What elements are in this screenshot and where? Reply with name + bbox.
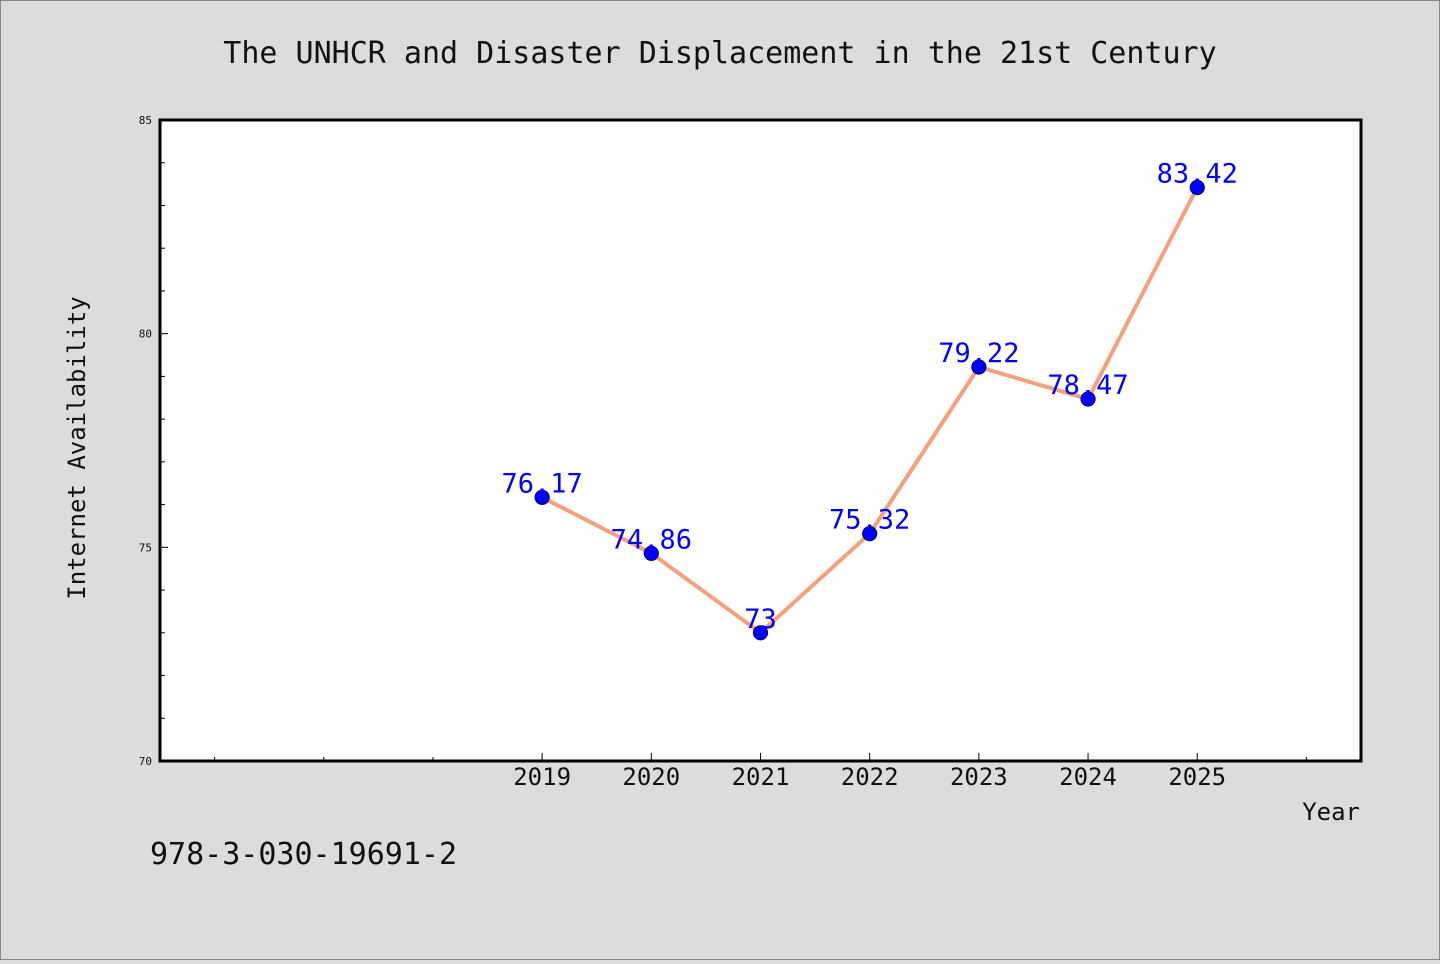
x-axis-ticks: 2019 2020 2021 2022 2023 2024 2025	[513, 753, 1226, 791]
isbn-annotation: 978-3-030-19691-2	[150, 837, 457, 872]
data-label: 83.42	[1157, 159, 1238, 190]
data-point	[862, 526, 878, 542]
data-point	[643, 545, 659, 561]
data-point	[1080, 391, 1096, 407]
y-axis-label: Internet Availability	[63, 296, 91, 599]
x-axis-label: Year	[1302, 798, 1360, 826]
y-tick-label: 70	[139, 755, 152, 768]
data-label: 75.32	[829, 505, 910, 536]
y-tick-label: 80	[139, 328, 152, 341]
x-tick-label: 2023	[950, 763, 1008, 791]
x-tick-label: 2024	[1059, 763, 1117, 791]
x-tick-label: 2021	[732, 763, 790, 791]
data-labels: 76.17 74.86 73 75.32 79.22 78.47 83.42	[501, 159, 1237, 635]
data-label: 73	[744, 604, 777, 635]
data-label: 74.86	[611, 524, 692, 555]
y-tick-label: 75	[139, 541, 152, 554]
data-point	[534, 489, 550, 505]
y-axis-ticks: 70 75 80 85	[139, 114, 168, 768]
x-tick-label: 2020	[622, 763, 680, 791]
data-label: 78.47	[1047, 370, 1128, 401]
data-point	[1189, 179, 1205, 196]
data-point	[752, 625, 769, 641]
plot-area	[160, 120, 1361, 761]
data-label: 79.22	[938, 338, 1019, 369]
data-markers	[534, 179, 1205, 641]
data-label: 76.17	[501, 468, 582, 499]
plot-frame	[158, 118, 1363, 763]
x-tick-label: 2025	[1168, 763, 1226, 791]
y-tick-label: 85	[139, 114, 152, 127]
chart-title: The UNHCR and Disaster Displacement in t…	[223, 36, 1216, 71]
x-tick-label: 2022	[841, 763, 899, 791]
x-tick-label: 2019	[513, 763, 571, 791]
data-point	[971, 359, 987, 375]
